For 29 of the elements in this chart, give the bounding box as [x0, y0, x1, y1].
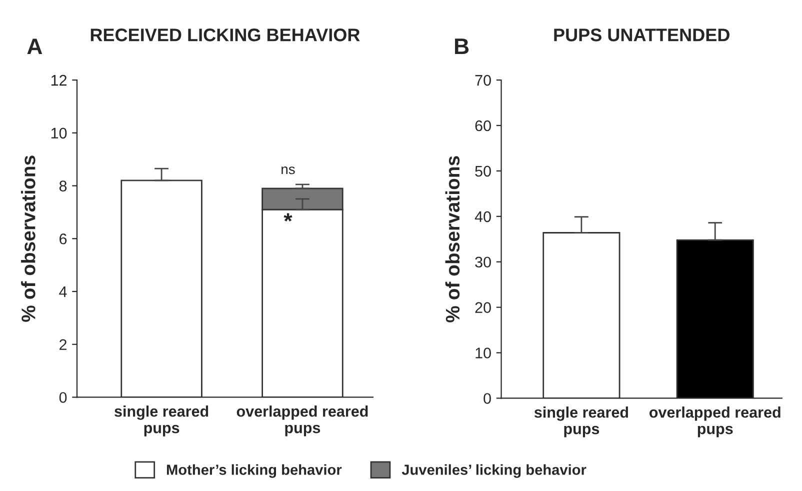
text: B — [455, 38, 469, 54]
y-tick-label: 6 — [60, 233, 67, 244]
legend-label: Mother’s licking behavior — [166, 464, 342, 478]
x-tick-label: single reared pups — [534, 406, 628, 438]
y-tick-label: 70 — [475, 74, 491, 86]
x-tick-label: overlapped reared pups — [236, 406, 368, 436]
y-tick-label: 40 — [474, 211, 491, 222]
y-tick-label: 10 — [51, 128, 67, 139]
y-tick-label: 30 — [475, 256, 491, 268]
y-tick-label: 10 — [476, 348, 491, 358]
y-tick-label: 60 — [475, 120, 491, 132]
y-axis-title: % of observations — [445, 156, 460, 322]
y-tick-label: 8 — [59, 180, 67, 192]
x-tick-label: overlapped reared pups — [649, 406, 780, 438]
text: A — [27, 38, 42, 54]
y-tick-label: 0 — [59, 392, 67, 403]
y-tick-label: 4 — [59, 286, 67, 298]
y-tick-label: 20 — [475, 302, 491, 313]
y-tick-label: 12 — [51, 74, 67, 86]
y-axis-title: % of observations — [21, 156, 36, 322]
annotation: * — [284, 213, 292, 222]
x-tick-label: single reared pups — [114, 406, 208, 436]
legend-label: Juveniles’ licking behavior — [402, 464, 586, 478]
chart-title: PUPS UNATTENDED — [554, 28, 730, 42]
chart-title: RECEIVED LICKING BEHAVIOR — [90, 28, 360, 42]
y-tick-label: 0 — [484, 393, 491, 404]
y-tick-label: 2 — [60, 339, 67, 350]
annotation: ns — [282, 166, 295, 174]
y-tick-label: 50 — [475, 166, 491, 177]
